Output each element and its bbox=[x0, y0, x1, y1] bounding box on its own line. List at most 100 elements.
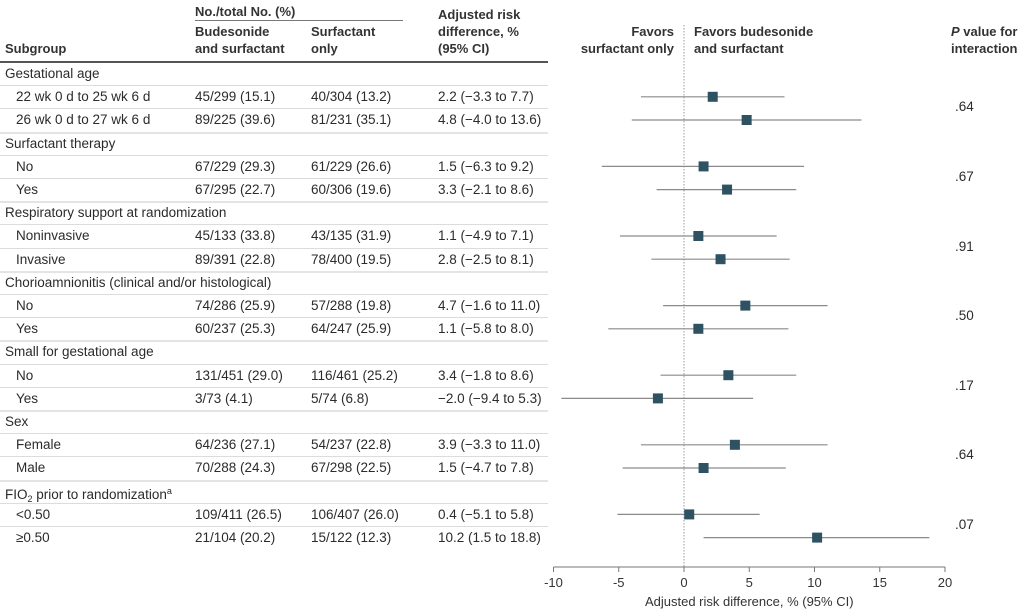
row-separator bbox=[0, 502, 548, 504]
surfactant-count: 106/407 (26.0) bbox=[311, 506, 399, 522]
risk-difference: −2.0 (−9.4 to 5.3) bbox=[438, 390, 542, 406]
point-estimate-marker bbox=[693, 231, 704, 241]
budesonide-count: 45/133 (33.8) bbox=[195, 228, 276, 244]
header-adj-line3: (95% CI) bbox=[438, 41, 490, 56]
row-separator bbox=[0, 247, 548, 249]
subgroup-label: 26 wk 0 d to 27 wk 6 d bbox=[16, 112, 151, 128]
subgroup-label: No bbox=[16, 158, 34, 174]
budesonide-count: 109/411 (26.5) bbox=[195, 506, 282, 522]
x-tick-label: 5 bbox=[746, 575, 753, 590]
point-estimate-marker bbox=[684, 509, 695, 520]
x-tick-label: -10 bbox=[544, 575, 563, 590]
group-label: Surfactant therapy bbox=[5, 135, 116, 151]
row-separator bbox=[0, 317, 548, 319]
header-budesonide-line2: and surfactant bbox=[195, 41, 285, 56]
row-separator bbox=[0, 178, 548, 179]
surfactant-count: 67/298 (22.5) bbox=[311, 460, 392, 476]
group-label-rest: prior to randomization bbox=[32, 486, 167, 502]
risk-difference: 3.9 (−3.3 to 11.0) bbox=[438, 437, 541, 453]
risk-difference: 4.8 (−4.0 to 13.6) bbox=[438, 112, 542, 128]
p-italic: P bbox=[951, 24, 960, 39]
p-value: .07 bbox=[955, 517, 974, 532]
risk-difference: 2.2 (−3.3 to 7.7) bbox=[438, 89, 534, 105]
header-surfactant-line1: Surfactant bbox=[311, 24, 376, 39]
header-adjusted-risk: Adjusted risk difference, % (95% CI) bbox=[438, 6, 520, 57]
point-estimate-marker bbox=[741, 115, 752, 125]
p-value: .17 bbox=[955, 377, 974, 393]
risk-difference: 1.5 (−6.3 to 9.2) bbox=[438, 158, 534, 174]
p-header-rest: value for bbox=[959, 24, 1018, 39]
x-tick-label: 20 bbox=[938, 575, 952, 590]
risk-difference: 1.1 (−4.9 to 7.1) bbox=[438, 228, 534, 244]
group-separator bbox=[0, 479, 548, 482]
group-separator bbox=[0, 410, 548, 412]
point-estimate-marker bbox=[698, 161, 709, 172]
point-estimate-marker bbox=[693, 323, 704, 334]
favors-right-line1: Favors budesonide bbox=[694, 24, 814, 39]
surfactant-count: 54/237 (22.8) bbox=[311, 437, 392, 453]
favors-left-line1: Favors bbox=[631, 24, 674, 39]
group-label: FIO2 prior to randomizationa bbox=[5, 480, 172, 511]
row-separator bbox=[0, 456, 548, 458]
group-label-sub: 2 bbox=[27, 493, 33, 504]
subgroup-label: Male bbox=[16, 460, 46, 476]
header-budesonide: Budesonide and surfactant bbox=[195, 23, 285, 57]
budesonide-count: 60/237 (25.3) bbox=[195, 321, 276, 337]
row-separator bbox=[0, 85, 548, 87]
subgroup-label: No bbox=[16, 298, 34, 313]
p-value: .64 bbox=[955, 99, 974, 115]
row-separator bbox=[0, 154, 548, 156]
budesonide-count: 67/295 (22.7) bbox=[195, 182, 276, 197]
favors-right-line2: and surfactant bbox=[694, 41, 784, 56]
header-counts-underline bbox=[195, 20, 403, 21]
point-estimate-marker bbox=[652, 393, 663, 404]
budesonide-count: 3/73 (4.1) bbox=[195, 390, 253, 406]
group-label: Gestational age bbox=[5, 66, 100, 81]
subgroup-label: Female bbox=[16, 437, 62, 453]
header-adj-line2: difference, % bbox=[438, 24, 519, 39]
surfactant-count: 60/306 (19.6) bbox=[311, 182, 392, 197]
row-separator bbox=[0, 386, 548, 388]
header-p-value: P value for interaction bbox=[951, 23, 1017, 57]
header-bottom-rule bbox=[0, 61, 548, 63]
subgroup-label: <0.50 bbox=[16, 506, 51, 522]
budesonide-count: 89/225 (39.6) bbox=[195, 112, 276, 128]
p-value: .64 bbox=[955, 447, 974, 463]
subgroup-label: Yes bbox=[16, 321, 39, 337]
row-separator bbox=[0, 108, 548, 110]
budesonide-count: 64/236 (27.1) bbox=[195, 437, 276, 453]
header-counts-group: No./total No. (%) bbox=[195, 4, 296, 19]
x-tick-label: 15 bbox=[873, 575, 887, 590]
point-estimate-marker bbox=[722, 184, 733, 195]
p-value: .91 bbox=[955, 238, 974, 254]
risk-difference: 1.1 (−5.8 to 8.0) bbox=[438, 321, 534, 337]
group-label: Small for gestational age bbox=[5, 344, 154, 360]
risk-difference: 0.4 (−5.1 to 5.8) bbox=[438, 506, 534, 522]
row-separator bbox=[0, 224, 548, 226]
group-label: Respiratory support at randomization bbox=[5, 205, 227, 221]
surfactant-count: 78/400 (19.5) bbox=[311, 251, 392, 267]
point-estimate-marker bbox=[707, 91, 718, 102]
budesonide-count: 74/286 (25.9) bbox=[195, 298, 276, 313]
x-tick-label: 0 bbox=[680, 575, 687, 590]
header-adj-line1: Adjusted risk bbox=[438, 7, 521, 22]
group-separator bbox=[0, 201, 548, 204]
header-surfactant-line2: only bbox=[311, 41, 338, 56]
risk-difference: 10.2 (1.5 to 18.8) bbox=[438, 530, 541, 545]
risk-difference: 3.3 (−2.1 to 8.6) bbox=[438, 182, 534, 197]
point-estimate-marker bbox=[729, 439, 740, 450]
favors-left-line2: surfactant only bbox=[580, 41, 674, 56]
row-separator bbox=[0, 526, 548, 527]
subgroup-label: Yes bbox=[16, 182, 39, 197]
risk-difference: 1.5 (−4.7 to 7.8) bbox=[438, 460, 534, 476]
subgroup-label: ≥0.50 bbox=[16, 530, 50, 545]
risk-difference: 3.4 (−1.8 to 8.6) bbox=[438, 367, 534, 383]
group-separator bbox=[0, 131, 548, 134]
budesonide-count: 67/229 (29.3) bbox=[195, 158, 276, 174]
x-tick-label: -5 bbox=[613, 575, 625, 590]
point-estimate-marker bbox=[740, 300, 751, 311]
row-separator bbox=[0, 294, 548, 295]
group-label: Sex bbox=[5, 414, 29, 429]
subgroup-label: 22 wk 0 d to 25 wk 6 d bbox=[16, 89, 151, 105]
header-budesonide-line1: Budesonide bbox=[195, 24, 270, 39]
